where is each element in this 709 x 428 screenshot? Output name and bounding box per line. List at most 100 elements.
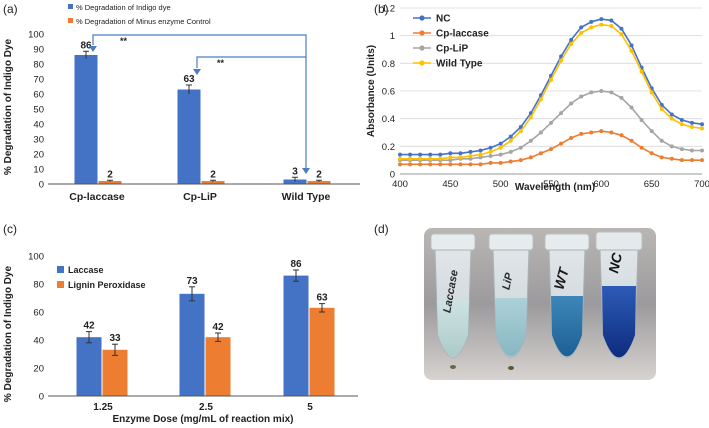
data-point: [649, 151, 654, 156]
legend-label: Wild Type: [436, 59, 483, 70]
data-point: [508, 149, 513, 154]
data-point: [418, 162, 423, 167]
data-point: [468, 154, 473, 159]
data-point: [488, 154, 493, 159]
y-tick-label: 20: [33, 150, 44, 161]
bar: [201, 181, 225, 184]
tube-wt: WT: [544, 233, 590, 358]
data-point: [689, 120, 694, 125]
panel-a-legend: % Degradation of Indigo dye % Degradatio…: [68, 3, 211, 26]
category-label: 5: [307, 402, 313, 413]
y-tick-label: 80: [33, 60, 44, 71]
y-tick-label: 0: [39, 392, 44, 403]
data-point: [468, 162, 473, 167]
legend-label: NC: [436, 14, 450, 25]
data-point: [518, 124, 523, 129]
arrow-head-wild-type: [302, 168, 310, 174]
data-point: [559, 141, 564, 146]
data-point: [639, 118, 644, 123]
data-point: [679, 122, 684, 127]
category-label: 1.25: [93, 402, 113, 413]
legend-swatch-control: [68, 18, 73, 23]
bar: [76, 337, 102, 396]
data-point: [629, 105, 634, 110]
data-point: [468, 149, 473, 154]
legend-swatch-lignin-peroxidase: [57, 281, 64, 288]
data-label: 63: [183, 74, 195, 85]
panel-b-label: (b): [374, 2, 389, 16]
data-point: [700, 148, 704, 153]
data-point: [669, 144, 674, 149]
data-point: [659, 102, 664, 107]
data-point: [619, 26, 624, 31]
panel-b-legend: NC Cp-laccase Cp-LiP Wild Type: [413, 14, 489, 70]
data-point: [619, 32, 624, 37]
data-label: 2: [107, 169, 113, 180]
data-point: [458, 151, 463, 156]
data-point: [448, 151, 453, 156]
data-point: [488, 145, 493, 150]
data-point: [478, 148, 483, 153]
data-point: [498, 141, 503, 146]
data-point: [629, 43, 634, 48]
data-point: [498, 152, 503, 157]
y-tick-label: 50: [33, 105, 44, 116]
data-point: [679, 147, 684, 152]
y-tick-label: 0.2: [382, 142, 395, 153]
data-label: 73: [186, 276, 198, 287]
data-point: [649, 129, 654, 134]
bar: [309, 307, 335, 396]
data-point: [559, 58, 564, 63]
significance-marker-1: **: [120, 36, 128, 46]
data-point: [700, 126, 704, 131]
y-tick-label: 60: [33, 308, 44, 319]
y-tick-label: 70: [33, 75, 44, 86]
data-point: [599, 89, 604, 93]
data-point: [408, 162, 413, 167]
arrow-head-cp-laccase: [89, 46, 97, 52]
x-tick-label: 500: [493, 179, 509, 190]
data-label: 42: [212, 322, 224, 333]
data-point: [669, 116, 674, 121]
data-point: [629, 48, 634, 53]
legend-label: Cp-LiP: [436, 44, 469, 55]
data-label: 2: [316, 169, 322, 180]
y-tick-label: 1: [390, 31, 395, 42]
data-point: [700, 122, 704, 127]
y-tick-label: 60: [33, 90, 44, 101]
data-point: [408, 152, 413, 157]
data-point: [589, 130, 594, 135]
y-tick-label: 100: [28, 252, 44, 263]
data-point: [599, 22, 604, 27]
data-point: [528, 155, 533, 160]
data-point: [508, 138, 513, 143]
panel-c-chart: (c) % Degradation of Indigo Dye Enzyme D…: [3, 222, 358, 425]
data-point: [418, 152, 423, 157]
category-label: Cp-LiP: [183, 191, 217, 203]
data-point: [528, 138, 533, 143]
data-point: [609, 90, 614, 95]
y-tick-label: 30: [33, 135, 44, 146]
data-point: [448, 158, 453, 163]
category-label: Wild Type: [282, 191, 331, 203]
data-point: [498, 160, 503, 165]
y-tick-label: 0.4: [382, 114, 395, 125]
data-point: [569, 136, 574, 141]
panel-c-label: (c): [3, 222, 17, 236]
legend-label-degradation: % Degradation of Indigo dye: [76, 3, 171, 12]
data-point: [599, 129, 604, 134]
data-point: [518, 145, 523, 150]
data-point: [398, 152, 402, 157]
legend-label-lignin-peroxidase: Lignin Peroxidase: [68, 280, 146, 290]
data-point: [428, 156, 433, 161]
x-tick-label: 400: [392, 179, 408, 190]
data-point: [418, 156, 423, 161]
bar: [307, 181, 331, 184]
tube-label-lip: LiP: [500, 271, 515, 291]
y-tick-label: 0: [39, 180, 44, 191]
legend-marker: [419, 45, 425, 51]
data-point: [689, 148, 694, 153]
data-point: [478, 155, 483, 160]
y-tick-label: 90: [33, 45, 44, 56]
data-point: [659, 138, 664, 143]
